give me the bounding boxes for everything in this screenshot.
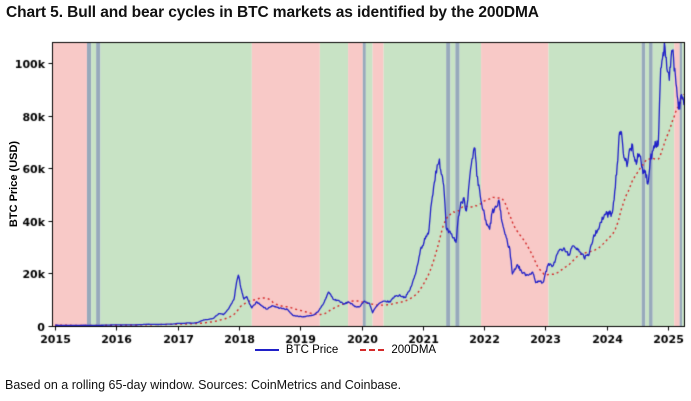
source-note: Based on a rolling 65-day window. Source…: [5, 378, 402, 392]
btc-price-line-sample-icon: [254, 349, 279, 351]
legend-label-btc-price: BTC Price: [285, 344, 339, 356]
dma-line-sample-icon: [360, 349, 385, 351]
legend-item-btc-price: BTC Price: [254, 344, 339, 356]
chart-legend: BTC Price 200DMA: [0, 344, 691, 356]
legend-label-200dma: 200DMA: [391, 344, 437, 356]
btc-price-chart-canvas: [0, 30, 691, 345]
legend-item-200dma: 200DMA: [360, 344, 436, 356]
chart-title: Chart 5. Bull and bear cycles in BTC mar…: [6, 4, 539, 21]
